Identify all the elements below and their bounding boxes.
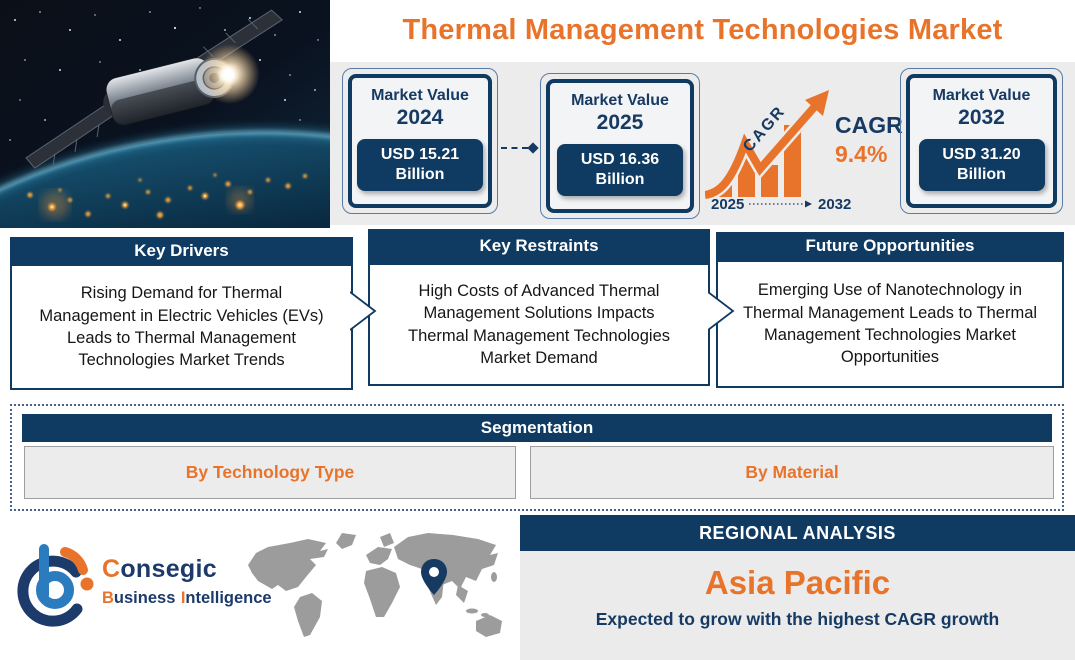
market-value-band: Market Value 2024 USD 15.21 Billion Mark…: [330, 62, 1075, 225]
chevron-right-icon: [708, 291, 735, 331]
region-subtitle: Expected to grow with the highest CAGR g…: [595, 609, 1000, 629]
cagr-heading: CAGR: [835, 112, 903, 138]
cagr-end-year: 2032: [818, 196, 851, 213]
card-label: Market Value: [371, 87, 469, 104]
card-label: Market Value: [571, 92, 669, 109]
regional-analysis-body: Asia Pacific Expected to grow with the h…: [520, 551, 1075, 660]
card-value-pill: USD 15.21 Billion: [357, 139, 483, 191]
region-name: Asia Pacific: [704, 564, 891, 601]
panel-key-restraints: Key Restraints High Costs of Advanced Th…: [368, 229, 710, 386]
panel-text: High Costs of Advanced Thermal Managemen…: [368, 263, 710, 386]
card-label: Market Value: [932, 87, 1031, 104]
panel-title: Key Restraints: [368, 229, 710, 263]
cagr-start-year: 2025: [711, 196, 744, 213]
panel-title: Future Opportunities: [716, 232, 1064, 260]
panel-title: Key Drivers: [10, 237, 353, 264]
location-pin-icon: [421, 559, 447, 595]
insight-panels: Key Drivers Rising Demand for Thermal Ma…: [0, 229, 1075, 394]
continents: [248, 533, 502, 637]
logo-mark-icon: [17, 544, 94, 627]
chevron-right-icon: [350, 291, 377, 331]
world-map: [248, 533, 502, 637]
segmentation-section: Segmentation By Technology Type By Mater…: [10, 404, 1064, 511]
logo-text: Consegic Business Intelligence: [102, 555, 272, 608]
arrowhead: [805, 90, 829, 116]
segment-box-material: By Material: [530, 446, 1054, 499]
earth: [0, 128, 330, 228]
panel-text: Emerging Use of Nanotechnology in Therma…: [716, 260, 1064, 388]
segmentation-title: Segmentation: [22, 414, 1052, 442]
market-value-card-2032: Market Value 2032 USD 31.20 Billion: [900, 68, 1063, 214]
market-value-card-2024: Market Value 2024 USD 15.21 Billion: [342, 68, 498, 214]
card-year: 2032: [958, 106, 1005, 129]
satellite-illustration: [25, 9, 284, 169]
logo-subtitle: Business Intelligence: [102, 589, 272, 607]
card-value-pill: USD 16.36 Billion: [557, 144, 683, 196]
market-value-card-2025: Market Value 2025 USD 16.36 Billion: [540, 73, 700, 219]
card-year: 2024: [396, 106, 444, 129]
panel-text: Rising Demand for Thermal Management in …: [10, 264, 353, 390]
segment-box-technology-type: By Technology Type: [24, 446, 516, 499]
stars: [9, 7, 321, 141]
panel-key-drivers: Key Drivers Rising Demand for Thermal Ma…: [10, 229, 353, 390]
cagr-callout: CAGR 9.4%: [835, 112, 903, 178]
page-title: Thermal Management Technologies Market: [402, 13, 1003, 46]
city-lights: [27, 173, 307, 219]
brand-logo: Consegic Business Intelligence: [16, 533, 272, 645]
cagr-growth-chart: CAGR 2025 2032: [705, 90, 851, 213]
regional-analysis-title: REGIONAL ANALYSIS: [520, 515, 1075, 551]
card-year: 2025: [596, 111, 644, 134]
logo-brand-name: Consegic: [102, 555, 217, 583]
card-value-pill: USD 31.20 Billion: [918, 139, 1045, 191]
up-right-trend-arrow-icon: [705, 101, 821, 199]
panel-future-opportunities: Future Opportunities Emerging Use of Nan…: [716, 229, 1064, 388]
dashed-diamond-arrow-icon: [501, 142, 539, 154]
hero-image: [0, 0, 330, 228]
footer-row: Consegic Business Intelligence: [0, 515, 1075, 660]
cagr-value: 9.4%: [835, 141, 888, 167]
